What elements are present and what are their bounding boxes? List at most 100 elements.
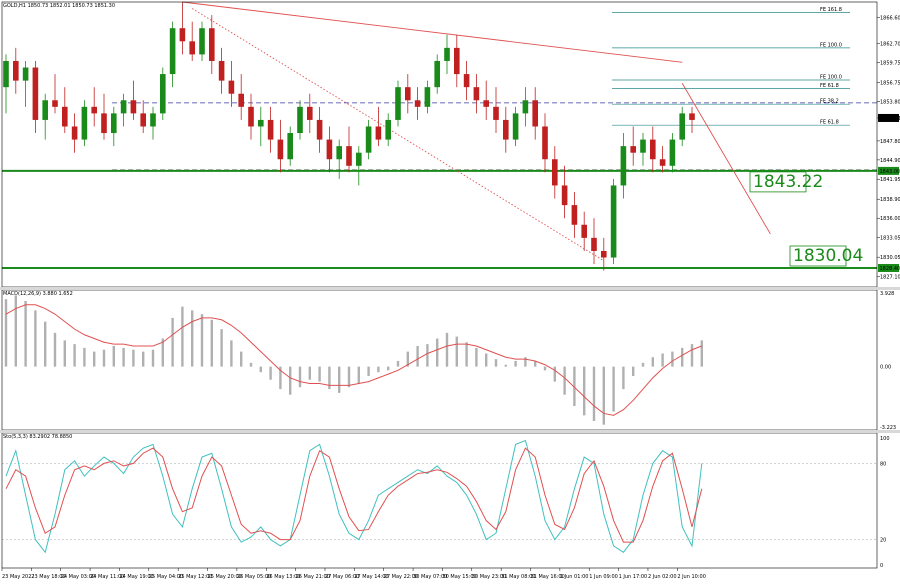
candle — [424, 80, 431, 114]
macd-histogram-bar — [308, 366, 311, 380]
candle-body — [424, 87, 431, 107]
candle — [669, 133, 676, 173]
candle — [62, 87, 68, 134]
macd-histogram-bar — [524, 357, 527, 367]
candle-body — [395, 87, 401, 120]
candle — [610, 178, 617, 265]
candle-body — [130, 100, 137, 114]
candle — [463, 60, 470, 101]
candle — [444, 34, 450, 75]
macd-histogram-bar — [485, 353, 488, 367]
macd-histogram-bar — [298, 366, 302, 388]
candle — [405, 74, 411, 114]
macd-histogram-bar — [700, 340, 703, 367]
macd-histogram-bar — [612, 366, 615, 412]
candle-body — [581, 224, 587, 238]
macd-histogram-bar — [426, 344, 429, 367]
macd-histogram-bar — [93, 351, 96, 367]
candle — [13, 47, 19, 94]
candle-body — [326, 139, 333, 160]
macd-histogram-bar — [191, 310, 194, 367]
macd-histogram-bar — [347, 366, 351, 388]
candle-body — [552, 159, 558, 186]
macd-histogram-bar — [200, 314, 204, 367]
macd-histogram-bar — [53, 332, 57, 367]
time-tick-label: 24 May 11:00 — [90, 574, 124, 580]
candle — [160, 67, 166, 120]
candle — [179, 2, 186, 55]
candle-body — [248, 106, 254, 127]
stochastic-header: Sto(5,3,3) 83.2902 78.8850 — [3, 434, 72, 440]
candle-body — [503, 119, 509, 140]
macd-histogram-bar — [475, 347, 478, 367]
candle-body — [493, 106, 499, 120]
candle-body — [640, 139, 646, 153]
candle — [630, 126, 636, 166]
candle — [650, 126, 656, 173]
candle — [307, 93, 313, 134]
candle — [287, 126, 293, 166]
low-price-tag-text: 1828.40 — [880, 266, 900, 272]
candle — [552, 146, 558, 199]
candle-body — [650, 139, 656, 160]
time-tick-label: 25 May 04:00 — [149, 574, 183, 580]
time-tick-label: 24 May 19:00 — [119, 574, 153, 580]
price-tick-label: 1836.00 — [880, 216, 900, 222]
time-tick-label: 30 May 15:00 — [442, 574, 476, 580]
macd-histogram-bar — [269, 366, 272, 380]
time-tick-label: 25 May 20:00 — [208, 574, 242, 580]
candle — [169, 21, 176, 88]
symbol-header: GOLD,H1 1850.73 1852.01 1850.73 1851.30 — [3, 3, 115, 9]
candle-body — [405, 87, 411, 101]
macd-histogram-bar — [602, 366, 605, 425]
time-tick-label: 26 May 05:00 — [237, 574, 271, 580]
stochastic-tick-label: 100 — [880, 436, 890, 442]
last-price-tag-text: 1851.30 — [880, 116, 900, 122]
macd-header: MACD(12,26,9) 3.880 1.652 — [3, 291, 73, 297]
candle-body — [659, 159, 666, 166]
candle-body — [42, 100, 48, 120]
stochastic-pane: 100 80 20 0 — [2, 436, 890, 569]
candle — [228, 60, 235, 107]
price-tick-label: 1844.90 — [880, 158, 900, 164]
price-tick-label: 1833.05 — [880, 236, 900, 242]
candle — [581, 211, 587, 251]
macd-histogram-bar — [632, 366, 635, 376]
candle-body — [169, 28, 176, 75]
macd-histogram-bar — [377, 366, 380, 373]
candle-body — [3, 60, 9, 88]
support-level-box — [789, 245, 847, 267]
candle — [659, 146, 666, 173]
time-tick-label: 1 Jun 17:00 — [619, 574, 648, 580]
time-tick-label: 26 May 21:00 — [296, 574, 330, 580]
time-tick-label: 30 May 23:00 — [472, 574, 506, 580]
macd-histogram-bar — [671, 351, 674, 367]
candle-body — [356, 152, 362, 166]
macd-histogram-bar — [592, 366, 596, 421]
candle-body — [316, 119, 323, 140]
candle — [679, 106, 685, 147]
low-price-tag — [878, 264, 899, 272]
macd-histogram-bar — [142, 351, 145, 367]
macd-histogram-bar — [367, 366, 370, 376]
macd-histogram-bar — [161, 338, 164, 367]
macd-histogram-bar — [534, 360, 537, 367]
macd-histogram-bar — [455, 336, 458, 367]
macd-histogram-bar — [445, 332, 449, 367]
macd-histogram-bar — [436, 338, 439, 367]
price-tick-label: 1859.75 — [880, 61, 900, 67]
fibo-label: FE 100.0 — [820, 42, 842, 48]
macd-histogram-bar — [14, 295, 17, 367]
candle-body — [610, 185, 617, 258]
stochastic-tick-label: 0 — [880, 563, 883, 569]
support-level-label: 1830.04 — [793, 246, 863, 266]
candle-body — [238, 93, 244, 107]
candle-body — [13, 60, 19, 81]
candle-body — [179, 28, 186, 42]
candle — [130, 80, 137, 120]
candle — [512, 106, 519, 147]
macd-histogram-bar — [73, 344, 76, 367]
candle — [356, 146, 362, 186]
